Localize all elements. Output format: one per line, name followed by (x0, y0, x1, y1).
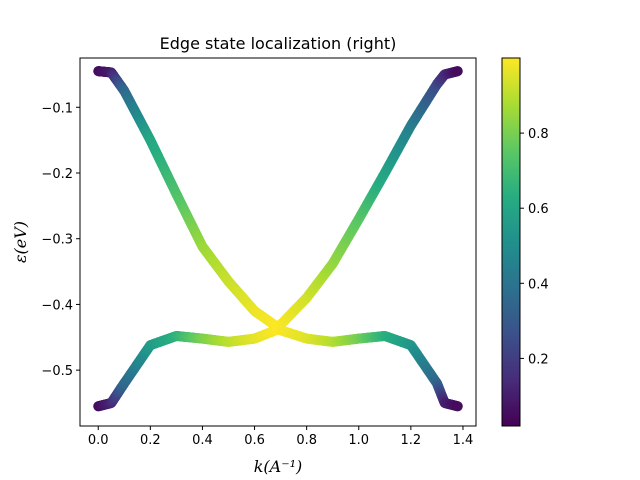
y-axis: −0.1 −0.2 −0.3 −0.4 −0.5 (41, 101, 80, 379)
y-tick-label: −0.4 (41, 298, 73, 313)
y-tick-label: −0.1 (41, 101, 73, 116)
colorbar-tick-label: 0.4 (528, 277, 549, 292)
y-axis-label: ε(eV) (11, 221, 30, 263)
x-tick-label: 1.0 (348, 433, 369, 448)
chart-title: Edge state localization (right) (160, 34, 397, 53)
plot-frame (79, 57, 477, 427)
x-tick-label: 0.6 (244, 433, 265, 448)
plot-area (93, 66, 463, 412)
y-tick-label: −0.5 (41, 364, 73, 379)
x-tick-label: 1.2 (401, 433, 422, 448)
x-axis: 0.0 0.2 0.4 0.6 0.8 1.0 1.2 1.4 (88, 426, 473, 448)
y-tick-label: −0.2 (41, 167, 73, 182)
colorbar-tick-label: 0.8 (528, 127, 549, 142)
colorbar-tick-label: 0.6 (528, 202, 549, 217)
y-tick-label: −0.3 (41, 233, 73, 248)
data-point-series-1 (452, 401, 463, 412)
x-tick-label: 0.8 (296, 433, 317, 448)
x-tick-label: 0.2 (140, 433, 161, 448)
colorbar-tick-label: 0.2 (528, 352, 549, 367)
x-tick-label: 0.0 (88, 433, 109, 448)
x-tick-label: 0.4 (192, 433, 213, 448)
x-tick-label: 1.4 (453, 433, 474, 448)
data-point-series-0 (452, 66, 463, 77)
colorbar-axis: 0.2 0.4 0.6 0.8 (520, 127, 549, 367)
colorbar (501, 57, 521, 427)
x-axis-label: k(A⁻¹) (254, 457, 303, 476)
